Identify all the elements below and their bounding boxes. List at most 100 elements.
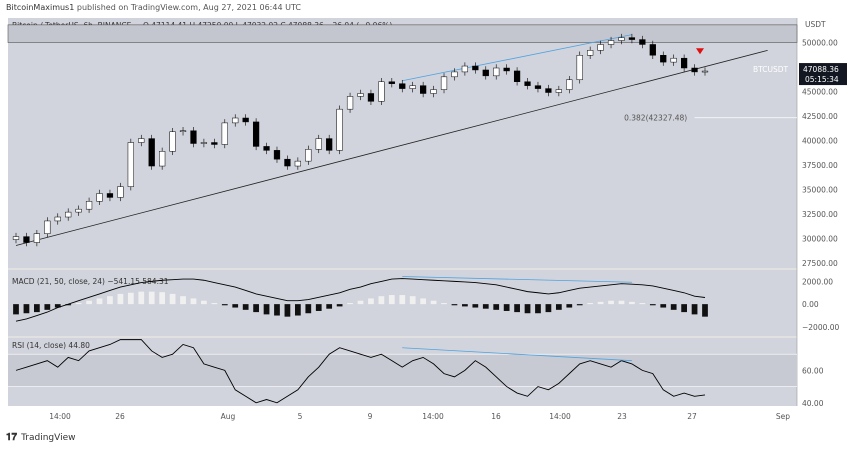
macd-histogram-bar [378, 296, 385, 305]
time-tick: 5 [298, 412, 303, 421]
macd-histogram-bar [274, 304, 280, 316]
candle [305, 149, 312, 162]
macd-histogram-bar [44, 304, 51, 310]
time-tick: 14:00 [49, 412, 71, 421]
macd-histogram-bar [472, 304, 479, 308]
candle [138, 138, 145, 143]
macd-histogram-bar [441, 303, 447, 305]
macd-histogram-bar [159, 292, 166, 305]
candle [482, 69, 489, 77]
candle [472, 65, 479, 71]
macd-divergence-line [402, 276, 632, 283]
candle [106, 193, 114, 198]
macd-histogram-bar [535, 304, 541, 314]
candle [378, 81, 385, 102]
candle [461, 65, 469, 73]
chart-header: BitcoinMaximus1 published on TradingView… [6, 3, 301, 12]
price-ytick: 32500.00 [802, 210, 838, 219]
macd-histogram-bar [305, 304, 312, 314]
time-tick: 16 [491, 412, 501, 421]
candle [315, 138, 322, 150]
macd-histogram-bar [13, 304, 19, 315]
macd-histogram-bar [34, 304, 40, 313]
time-tick: 23 [617, 412, 627, 421]
macd-histogram-bar [545, 304, 552, 313]
macd-histogram-bar [639, 303, 646, 305]
price-ytick: 30000.00 [802, 235, 838, 244]
rsi-divergence-line [402, 347, 632, 362]
macd-histogram-bar [86, 300, 92, 305]
candle [513, 70, 521, 82]
macd-histogram-bar [211, 303, 218, 305]
macd-histogram-bar [514, 304, 520, 313]
macd-histogram-bar [451, 304, 458, 306]
macd-histogram-bar [555, 304, 562, 310]
macd-histogram-bar [368, 298, 374, 305]
candle [211, 142, 218, 145]
candle [649, 44, 656, 56]
macd-histogram-bar [284, 304, 291, 317]
candle [263, 146, 270, 151]
macd-histogram-bar [117, 293, 124, 305]
candle [12, 236, 20, 240]
macd-histogram-bar [660, 304, 667, 308]
macd-histogram-bar [587, 303, 594, 305]
rsi-title: RSI (14, close) 44.80 [12, 341, 90, 350]
macd-histogram-bar [148, 291, 155, 305]
candle [367, 93, 375, 102]
macd-histogram-bar [420, 298, 427, 305]
price-ytick: 27500.00 [802, 259, 838, 268]
price-ytick: 40000.00 [802, 137, 838, 146]
last-price: 47088.36 [803, 65, 839, 74]
resistance-zone [7, 24, 798, 43]
time-tick: 14:00 [422, 412, 444, 421]
candle [54, 216, 61, 222]
candle [607, 40, 615, 45]
price-badge [799, 63, 847, 86]
bearish-marker-icon [696, 48, 704, 55]
macd-histogram-bar [201, 300, 207, 305]
candle [169, 131, 176, 152]
time-tick: Aug [221, 412, 236, 421]
candle [409, 85, 416, 89]
macd-ytick: 2000.00 [802, 277, 833, 286]
macd-histogram-bar [702, 304, 708, 317]
macd-histogram-bar [618, 300, 625, 305]
ascending-support-line [15, 49, 768, 246]
candle [691, 67, 698, 73]
macd-histogram-bar [388, 295, 395, 305]
candle [399, 83, 406, 89]
unit-label: USDT [805, 20, 826, 29]
macd-histogram-bar [23, 304, 30, 314]
candle [273, 150, 281, 160]
candle [357, 93, 364, 97]
candle [23, 236, 30, 243]
candle [451, 71, 458, 78]
macd-histogram-bar [347, 303, 353, 305]
author-name: BitcoinMaximus1 [6, 3, 75, 12]
candle [524, 81, 531, 86]
price-divergence-line [402, 34, 633, 82]
candle [190, 130, 197, 144]
candle [576, 55, 583, 81]
candle [96, 193, 103, 202]
price-panel [8, 18, 797, 268]
macd-histogram-bar [524, 304, 531, 314]
candle [430, 89, 437, 94]
macd-histogram-bar [482, 304, 489, 309]
time-tick: 26 [115, 412, 125, 421]
time-tick: 9 [368, 412, 373, 421]
candle [701, 70, 709, 73]
fib-label: 0.382(42327.48) [624, 114, 687, 123]
macd-histogram-bar [253, 304, 259, 313]
macd-histogram-bar [180, 296, 186, 305]
macd-line [15, 278, 706, 322]
tradingview-logo-icon: 𝟏𝟕 [6, 432, 18, 443]
candle [75, 208, 82, 213]
candle [628, 37, 636, 40]
candle [336, 108, 343, 151]
macd-histogram-bar [263, 304, 270, 315]
macd-histogram-bar [336, 304, 343, 307]
candle [159, 151, 166, 167]
